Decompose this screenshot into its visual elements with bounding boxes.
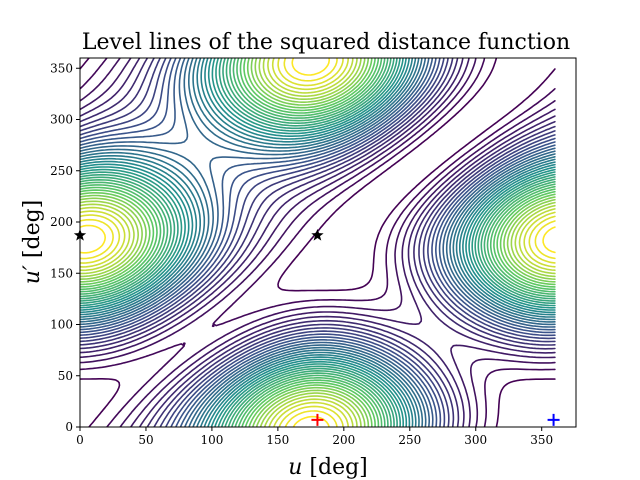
contour-level-line	[80, 58, 556, 427]
contour-level-line	[80, 58, 556, 427]
cross-blue	[547, 413, 560, 426]
saddle-star-center	[311, 228, 324, 241]
x-tick-label: 250	[398, 433, 421, 447]
contour-level-line	[80, 58, 556, 427]
contour-level-line	[80, 58, 556, 427]
x-tick-label: 300	[464, 433, 487, 447]
x-tick-label: 0	[76, 433, 84, 447]
contour-level-line	[80, 58, 556, 427]
contour-level-line	[80, 58, 556, 427]
plot-frame	[79, 57, 577, 428]
contour-level-line	[80, 58, 556, 427]
contour-level-line	[80, 58, 556, 427]
y-axis-label: u′ [deg]	[20, 200, 45, 285]
contour-level-line	[80, 58, 556, 427]
contour-level-line	[80, 58, 556, 427]
contour-level-line	[80, 58, 556, 427]
y-tick-label: 300	[50, 113, 73, 127]
contour-level-line	[80, 58, 556, 427]
y-tick-label: 200	[50, 215, 73, 229]
y-tick-label: 100	[50, 318, 73, 332]
contour-level-line	[80, 58, 556, 427]
chart-title: Level lines of the squared distance func…	[82, 30, 570, 55]
contour-level-line	[80, 58, 556, 427]
contour-level-line	[80, 58, 556, 427]
x-axis-label: u [deg]	[288, 455, 368, 480]
y-tick-label: 50	[58, 369, 73, 383]
contour-level-line	[80, 58, 556, 427]
contour-level-line	[80, 58, 556, 427]
x-tick-label: 100	[200, 433, 223, 447]
y-tick-label: 0	[65, 420, 73, 434]
contour-level-line	[80, 58, 556, 427]
x-tick-label: 150	[266, 433, 289, 447]
contour-level-line	[80, 58, 556, 427]
contour-level-line	[80, 58, 556, 427]
y-axis: 0 50 100 150 200 250 300 350	[50, 61, 80, 434]
contour-lines	[80, 58, 556, 427]
x-tick-label: 350	[530, 433, 553, 447]
contour-level-line	[80, 58, 556, 427]
y-tick-label: 350	[50, 61, 73, 75]
contour-level-line	[80, 58, 556, 427]
contour-level-line	[80, 58, 556, 427]
contour-level-line	[80, 58, 556, 427]
contour-level-line	[80, 58, 556, 427]
x-tick-label: 50	[138, 433, 153, 447]
y-tick-label: 250	[50, 164, 73, 178]
contour-level-line	[80, 58, 556, 427]
contour-level-line	[80, 58, 556, 427]
contour-level-line	[80, 58, 556, 427]
contour-level-line	[80, 58, 556, 427]
contour-level-line	[80, 58, 556, 427]
contour-level-line	[80, 58, 556, 427]
y-tick-label: 150	[50, 266, 73, 280]
cross-red	[311, 413, 324, 426]
x-axis: 0 50 100 150 200 250 300 350	[76, 427, 553, 447]
contour-level-line	[80, 58, 556, 427]
x-tick-label: 200	[332, 433, 355, 447]
